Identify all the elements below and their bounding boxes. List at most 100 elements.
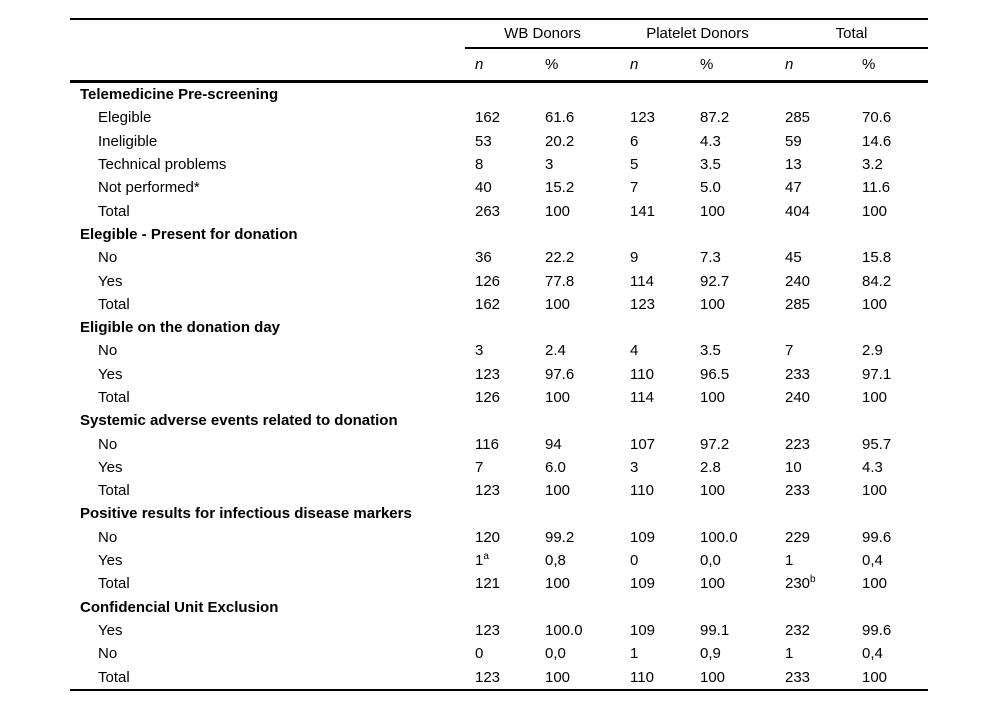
table-row: Yes 126 77.8 114 92.7 240 84.2 bbox=[70, 269, 928, 292]
cell-value: 77.8 bbox=[545, 272, 575, 290]
cell-value: 123 bbox=[475, 621, 501, 639]
table-row: Total 162 100 123 100 285 100 bbox=[70, 293, 928, 316]
cell-value: 13 bbox=[785, 156, 802, 174]
cell-value: 99.2 bbox=[545, 528, 575, 546]
cell-value: 123 bbox=[630, 109, 656, 127]
cell-value: 126 bbox=[475, 389, 501, 406]
sub-header-pct-total: % bbox=[852, 48, 928, 83]
cell-value: 4.3 bbox=[700, 132, 721, 150]
section-title: Positive results for infectious disease … bbox=[80, 505, 412, 523]
cell-value: 0,4 bbox=[862, 552, 883, 570]
sub-header-n-total: n bbox=[775, 48, 852, 83]
cell-value: 0,9 bbox=[700, 645, 721, 663]
row-label-column-header bbox=[70, 19, 465, 48]
cell-value: 126 bbox=[475, 272, 501, 290]
sub-header-pct-platelet: % bbox=[690, 48, 775, 83]
section-header-row: Positive results for infectious disease … bbox=[70, 502, 928, 525]
cell-value: 109 bbox=[630, 621, 656, 639]
cell-value: 40 bbox=[475, 179, 492, 197]
cell-value: 285 bbox=[785, 295, 811, 313]
cell-value: 0 bbox=[630, 552, 639, 570]
cell-value: 116 bbox=[475, 435, 499, 453]
row-label: Yes bbox=[98, 552, 123, 570]
cell-value: 4.3 bbox=[862, 458, 883, 476]
cell-value: 100 bbox=[545, 202, 571, 220]
cell-value: 7 bbox=[630, 179, 639, 197]
cell-value: 53 bbox=[475, 132, 492, 150]
sub-header-n-platelet: n bbox=[620, 48, 690, 83]
cell-value: 84.2 bbox=[862, 272, 892, 290]
cell-value: 100 bbox=[862, 575, 888, 593]
cell-value: 110 bbox=[630, 365, 654, 383]
cell-value: 61.6 bbox=[545, 109, 575, 127]
row-label: No bbox=[98, 645, 118, 663]
row-label: Ineligible bbox=[98, 132, 158, 150]
table-row: Yes 1a 0,8 0 0,0 1 0,4 bbox=[70, 549, 928, 572]
cell-value: 87.2 bbox=[700, 109, 730, 127]
col-group-platelet-donors: Platelet Donors bbox=[620, 19, 775, 49]
cell-value: 100 bbox=[862, 668, 888, 686]
cell-value: 233 bbox=[785, 668, 811, 686]
row-label: Total bbox=[98, 575, 130, 593]
section-title: Systemic adverse events related to donat… bbox=[80, 412, 398, 430]
cell-value: 92.7 bbox=[700, 272, 730, 290]
cell-value: 3.5 bbox=[700, 342, 721, 360]
row-label: Yes bbox=[98, 272, 123, 290]
row-label: No bbox=[98, 528, 118, 546]
section-header-row: Telemedicine Pre-screening bbox=[70, 82, 928, 107]
cell-value: 5.0 bbox=[700, 179, 721, 197]
cell-value: 0,0 bbox=[545, 645, 566, 663]
cell-value: 109 bbox=[630, 528, 656, 546]
table-header: WB Donors Platelet Donors Total n % n % … bbox=[70, 19, 928, 83]
cell-value: 123 bbox=[475, 365, 501, 383]
cell-value: 230b bbox=[785, 574, 816, 593]
col-group-wb-donors: WB Donors bbox=[465, 19, 620, 49]
col-group-total: Total bbox=[775, 19, 928, 49]
cell-value: 223 bbox=[785, 435, 811, 453]
cell-value: 3.2 bbox=[862, 156, 883, 174]
cell-value: 2.9 bbox=[862, 342, 883, 360]
cell-value: 15.2 bbox=[545, 179, 575, 197]
cell-value: 5 bbox=[630, 156, 639, 174]
section-header-row: Elegible - Present for donation bbox=[70, 223, 928, 246]
cell-value: 36 bbox=[475, 249, 492, 267]
cell-value: 0,0 bbox=[700, 552, 721, 570]
cell-value: 162 bbox=[475, 109, 501, 127]
sub-header-pct-wb: % bbox=[535, 48, 620, 83]
table-row: Elegible 162 61.6 123 87.2 285 70.6 bbox=[70, 106, 928, 129]
section-header-row: Systemic adverse events related to donat… bbox=[70, 409, 928, 432]
column-group-row: WB Donors Platelet Donors Total bbox=[70, 19, 928, 49]
cell-value: 240 bbox=[785, 389, 811, 406]
cell-value: 96.5 bbox=[700, 365, 730, 383]
cell-value: 100 bbox=[700, 295, 726, 313]
row-label: Yes bbox=[98, 621, 123, 639]
cell-value: 110 bbox=[630, 668, 654, 686]
cell-value: 3 bbox=[630, 458, 639, 476]
cell-value: 94 bbox=[545, 435, 562, 453]
cell-value: 3 bbox=[475, 342, 484, 360]
table-row: Total 121 100 109 100 230b 100 bbox=[70, 572, 928, 595]
cell-value: 229 bbox=[785, 528, 811, 546]
cell-value: 11.6 bbox=[862, 179, 891, 197]
cell-value: 114 bbox=[630, 272, 654, 290]
cell-value: 9 bbox=[630, 249, 639, 267]
cell-value: 2.8 bbox=[700, 458, 721, 476]
footnote-marker: b bbox=[810, 574, 816, 586]
row-label: Total bbox=[98, 668, 130, 686]
table-row: Yes 7 6.0 3 2.8 10 4.3 bbox=[70, 456, 928, 479]
cell-value: 100 bbox=[545, 389, 571, 406]
cell-value: 1 bbox=[630, 645, 639, 663]
cell-value: 100.0 bbox=[545, 621, 583, 639]
sub-header-row: n % n % n % bbox=[70, 48, 928, 83]
cell-value: 99.1 bbox=[700, 621, 730, 639]
row-label: Total bbox=[98, 482, 130, 500]
section-title: Eligible on the donation day bbox=[80, 319, 281, 337]
cell-value: 100 bbox=[700, 668, 726, 686]
cell-value: 7.3 bbox=[700, 249, 721, 267]
donor-statistics-table: WB Donors Platelet Donors Total n % n % … bbox=[70, 18, 928, 691]
cell-value: 285 bbox=[785, 109, 811, 127]
cell-value: 22.2 bbox=[545, 249, 575, 267]
cell-value: 0,4 bbox=[862, 645, 883, 663]
table-row: Total 263 100 141 100 404 100 bbox=[70, 199, 928, 222]
row-label: Yes bbox=[98, 365, 123, 383]
